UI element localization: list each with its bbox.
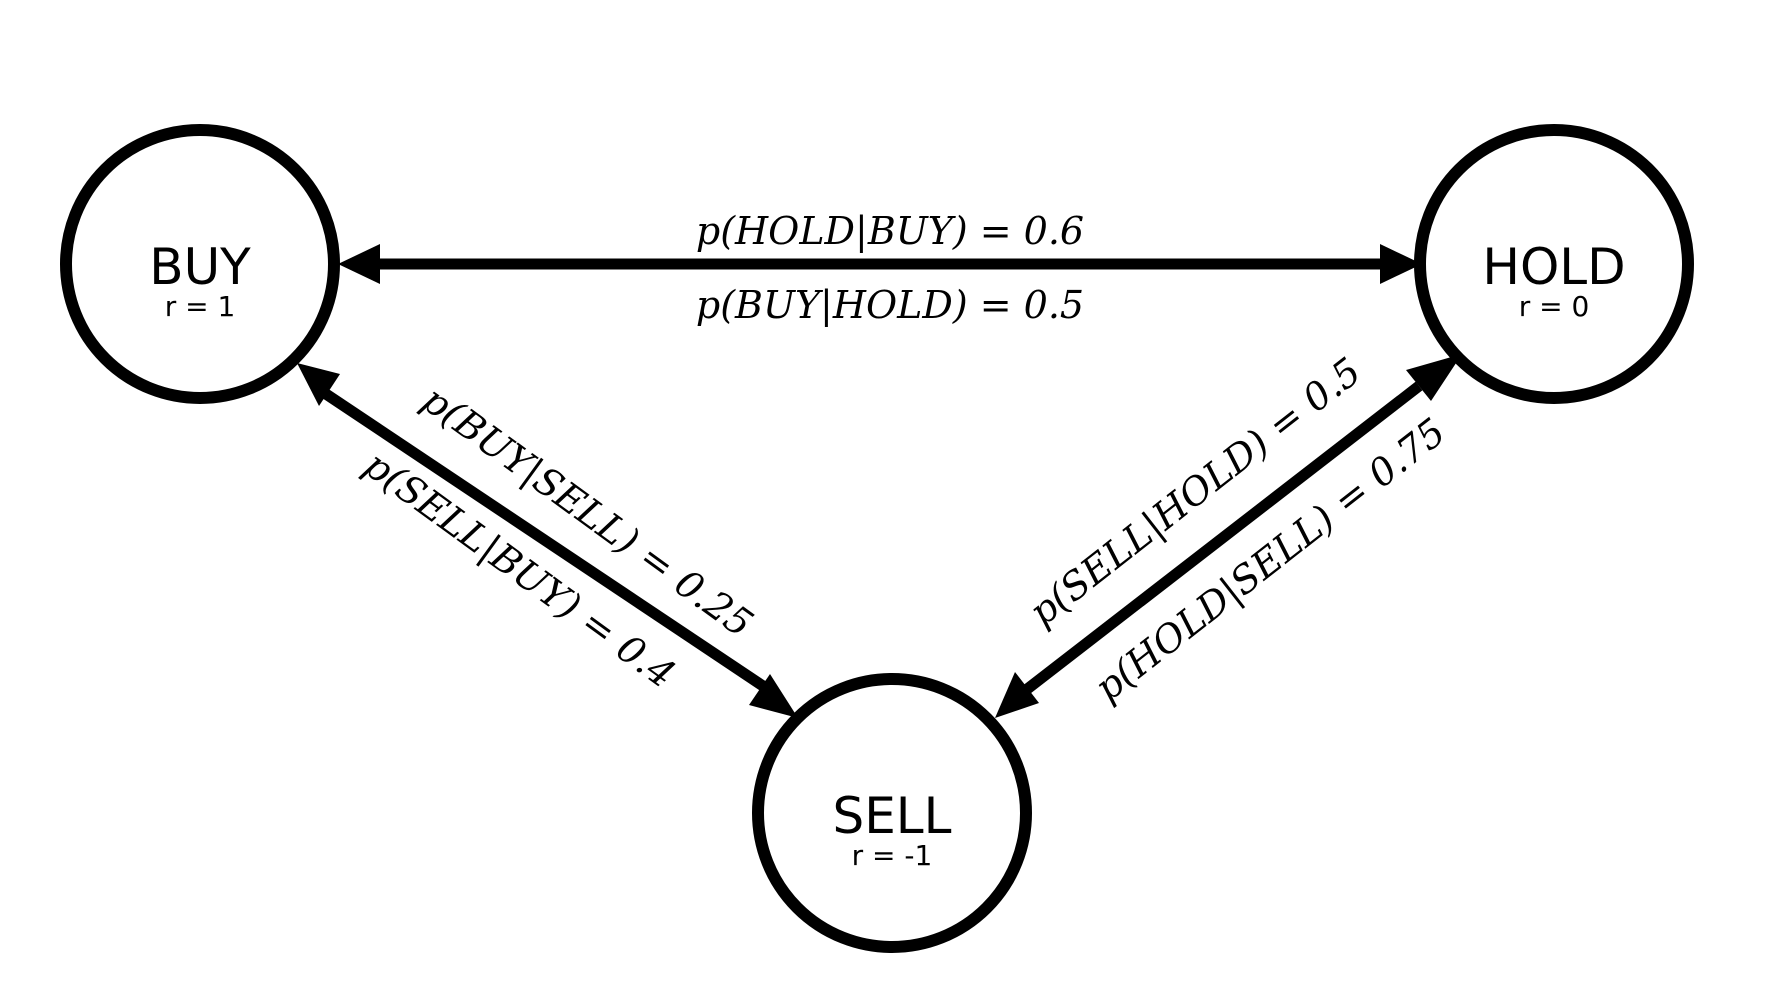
node-buy-name: BUY	[149, 238, 251, 296]
edge-buy-sell: p(BUY|SELL) = 0.25 p(SELL|BUY) = 0.4	[297, 363, 798, 718]
label-p-buy-given-hold: p(BUY|HOLD) = 0.5	[696, 283, 1084, 327]
arrowhead-to-buy	[338, 244, 380, 284]
edge-buy-hold: p(HOLD|BUY) = 0.6 p(BUY|HOLD) = 0.5	[338, 209, 1422, 327]
arrowhead-to-buy-from-sell	[297, 363, 340, 406]
node-buy-circle	[60, 124, 340, 404]
edge-hold-sell-line	[1022, 381, 1423, 695]
node-hold-name: HOLD	[1482, 238, 1625, 296]
node-sell-circle	[752, 673, 1032, 953]
arrowhead-to-sell-from-buy	[749, 674, 798, 718]
node-hold-reward: r = 0	[1519, 290, 1590, 323]
label-p-hold-given-buy: p(HOLD|BUY) = 0.6	[696, 209, 1084, 253]
node-sell-reward: r = -1	[852, 839, 933, 872]
edge-hold-sell: p(SELL|HOLD) = 0.5 p(HOLD|SELL) = 0.75	[995, 349, 1462, 718]
node-sell-name: SELL	[832, 787, 951, 845]
node-buy-reward: r = 1	[165, 290, 236, 323]
arrowhead-to-hold-from-sell	[1406, 354, 1462, 401]
edge-buy-sell-line	[319, 387, 770, 693]
node-sell: SELL r = -1	[752, 673, 1032, 953]
node-hold: HOLD r = 0	[1414, 124, 1694, 404]
arrowhead-to-sell-from-hold	[995, 672, 1039, 718]
node-buy: BUY r = 1	[60, 124, 340, 404]
node-hold-circle	[1414, 124, 1694, 404]
arrowhead-to-hold	[1380, 244, 1422, 284]
